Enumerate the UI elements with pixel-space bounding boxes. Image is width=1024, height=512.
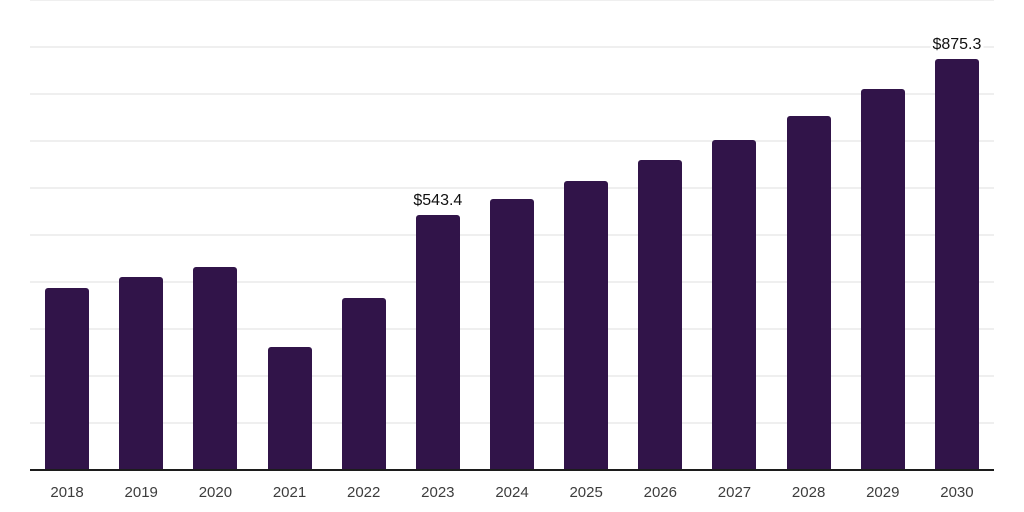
x-tick-label-2030: 2030 (940, 484, 974, 501)
bar-2026[interactable] (638, 160, 683, 470)
x-tick-label-2020: 2020 (198, 484, 233, 501)
gridline-1000 (30, 0, 994, 1)
x-tick-label-2021: 2021 (272, 484, 307, 501)
x-tick-label-2024: 2024 (495, 484, 529, 501)
bar-2025[interactable] (564, 180, 609, 470)
bar-2022[interactable] (341, 298, 386, 470)
gridline-600 (30, 187, 994, 189)
bar-2023[interactable] (415, 214, 460, 470)
x-tick-label-2022: 2022 (347, 484, 381, 501)
bar-2024[interactable] (490, 198, 534, 470)
gridline-700 (30, 140, 994, 142)
x-tick-label-2029: 2029 (866, 484, 900, 501)
x-tick-label-2019: 2019 (124, 484, 158, 501)
bar-value-label-2030: $875.3 (930, 35, 984, 54)
bar-2029[interactable] (860, 89, 905, 470)
x-tick-label-2027: 2027 (717, 484, 752, 501)
plot-area: $543.4 $875.3 (30, 0, 994, 471)
bar-2028[interactable] (786, 116, 831, 470)
gridline-900 (30, 46, 994, 48)
x-tick-label-2028: 2028 (791, 484, 826, 501)
bar-2018[interactable] (45, 287, 90, 470)
bar-value-label-2023: $543.4 (411, 191, 465, 210)
bar-2021[interactable] (267, 347, 312, 470)
x-tick-label-2018: 2018 (50, 484, 84, 501)
bar-2020[interactable] (193, 266, 238, 470)
x-tick-label-2023: 2023 (421, 484, 455, 501)
bar-2019[interactable] (119, 277, 164, 470)
bar-2027[interactable] (712, 140, 757, 470)
x-tick-label-2025: 2025 (569, 484, 603, 501)
x-axis-line (30, 469, 994, 471)
gridline-800 (30, 93, 994, 95)
bar-2030[interactable] (934, 58, 979, 470)
x-axis-labels: 2018 2019 2020 2021 2022 2023 2024 2025 2026 2027… (30, 470, 994, 512)
x-tick-label-2026: 2026 (643, 484, 677, 501)
